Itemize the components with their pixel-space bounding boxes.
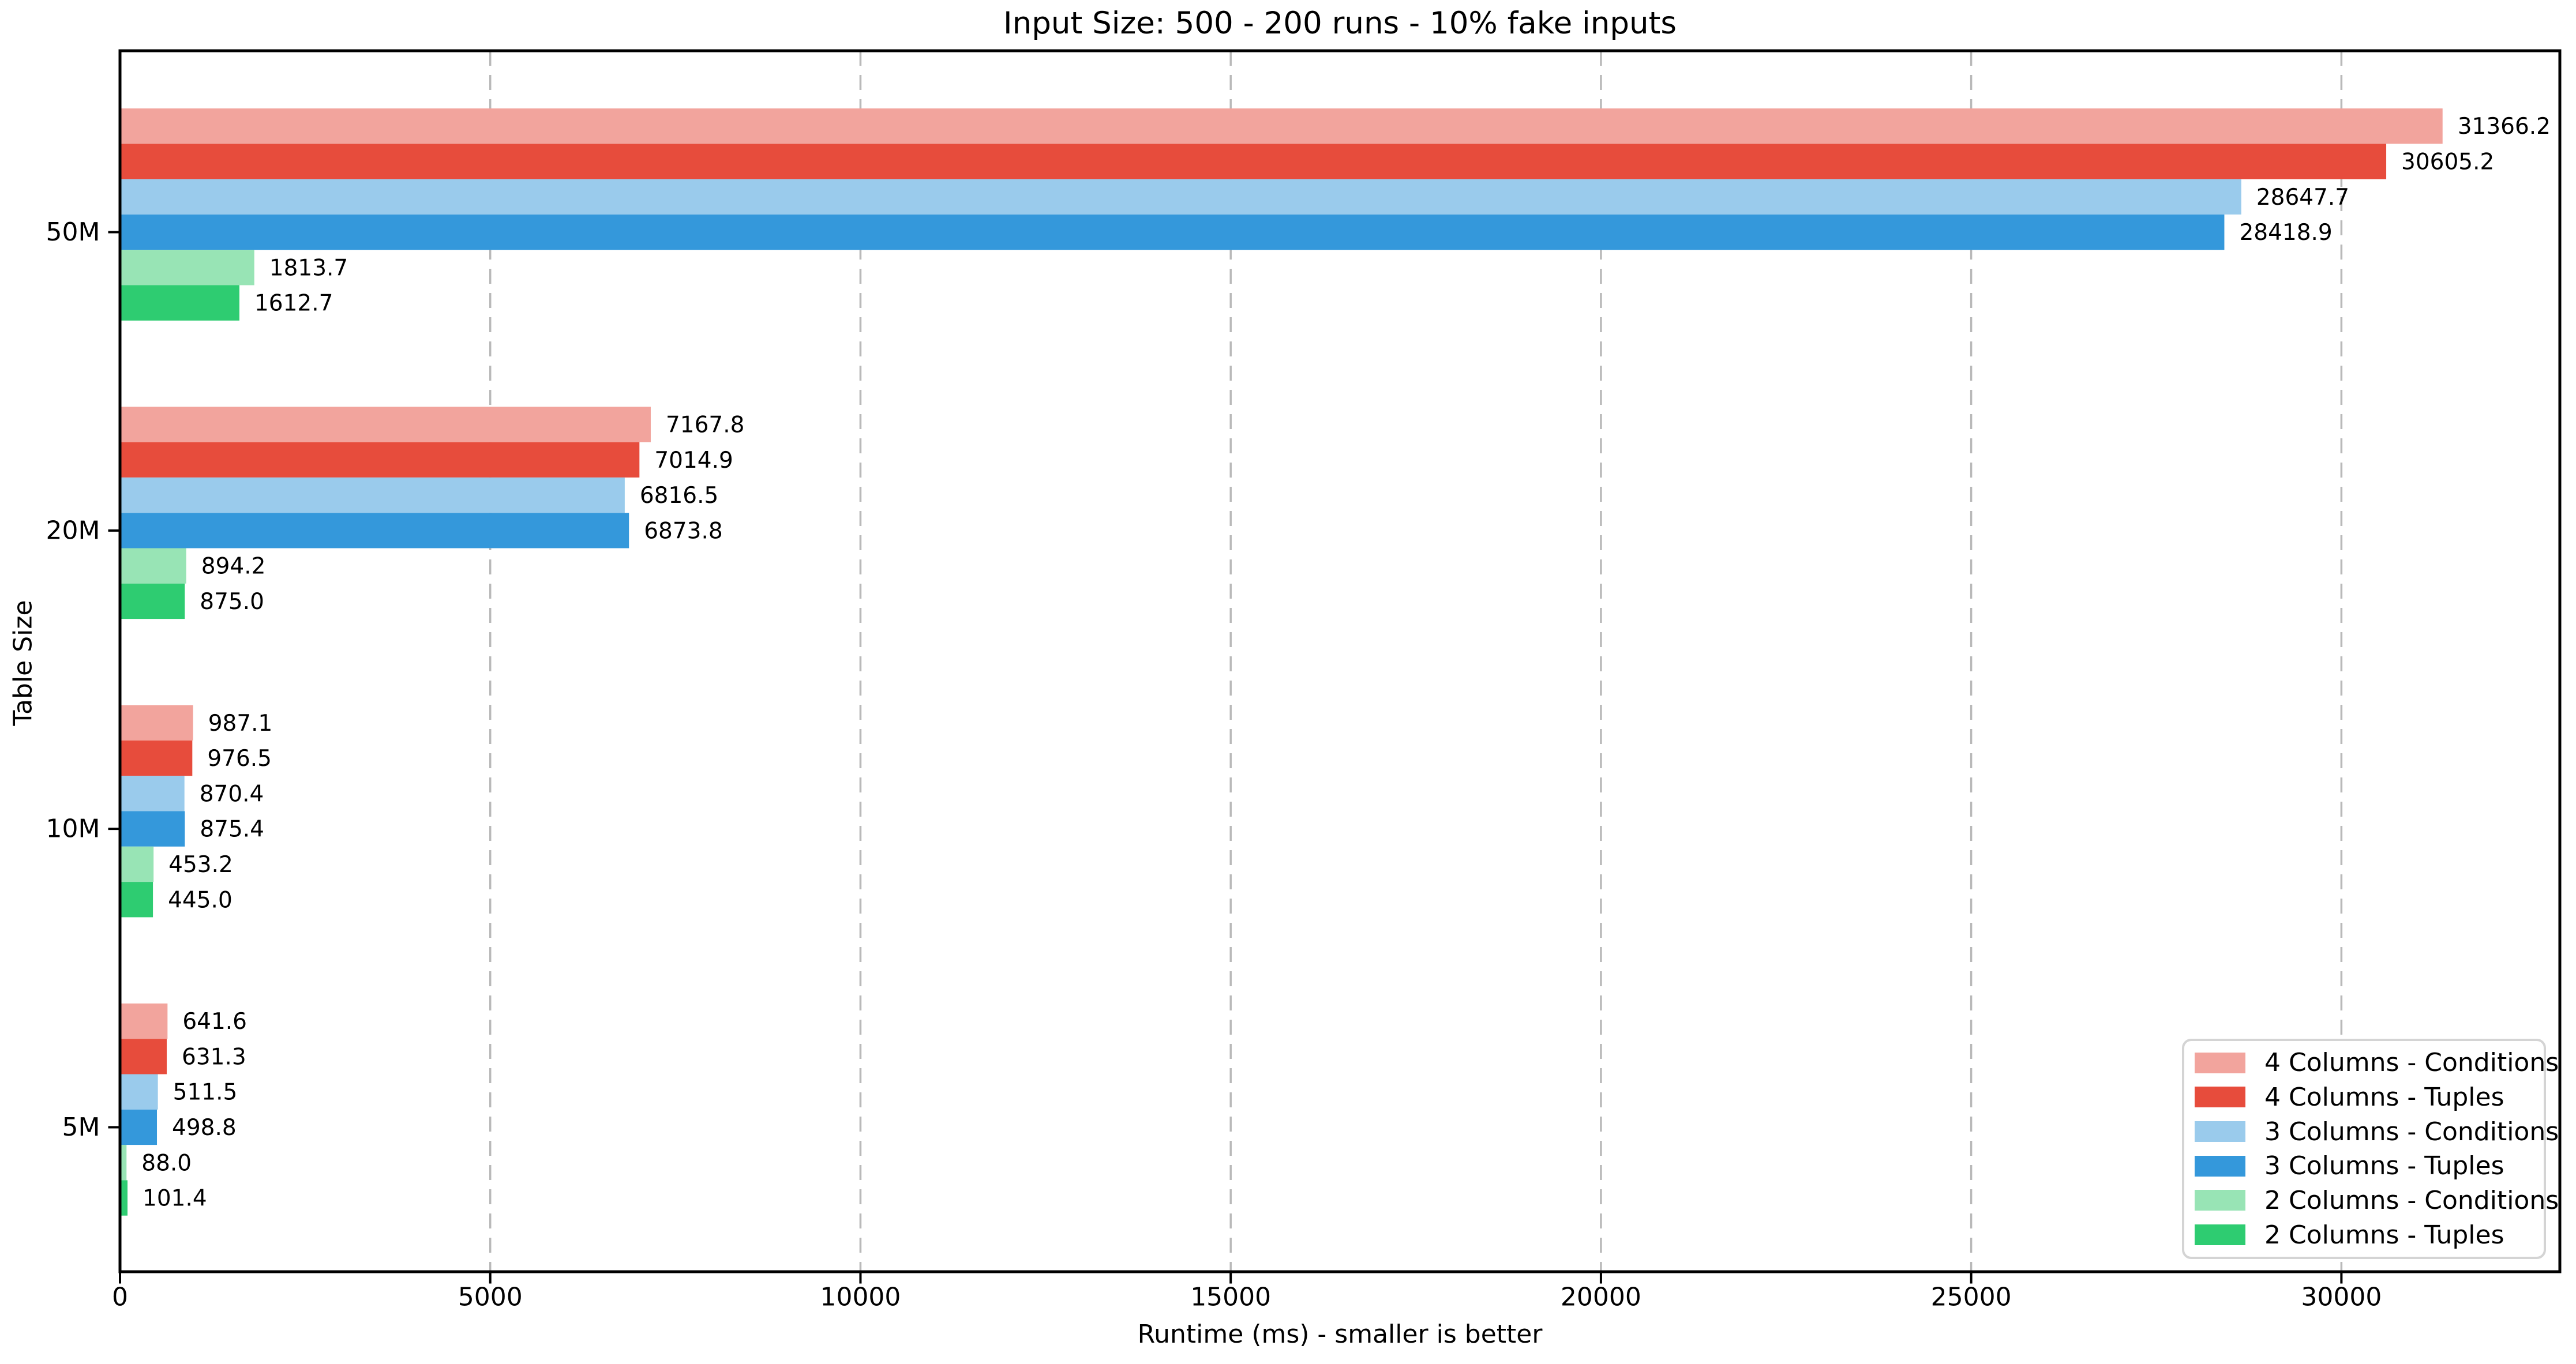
legend-label: 2 Columns - Tuples <box>2264 1220 2504 1250</box>
bar <box>120 846 154 882</box>
bar-value-label: 30605.2 <box>2401 149 2494 175</box>
bar <box>120 548 186 584</box>
bar <box>120 1145 127 1181</box>
bar-value-label: 6873.8 <box>644 518 722 544</box>
legend-swatch <box>2195 1155 2245 1177</box>
bar-value-label: 498.8 <box>172 1115 237 1141</box>
x-tick-label: 25000 <box>1931 1283 2012 1312</box>
x-tick-label: 15000 <box>1190 1283 1271 1312</box>
bar-value-label: 1813.7 <box>269 255 348 281</box>
legend: 4 Columns - Conditions 4 Columns - Tuples… <box>2182 1039 2559 1259</box>
bar-value-label: 88.0 <box>141 1150 192 1176</box>
bar-value-label: 101.4 <box>143 1186 207 1212</box>
legend-item: 3 Columns - Tuples <box>2184 1149 2544 1183</box>
legend-item: 2 Columns - Conditions <box>2184 1183 2559 1217</box>
bar <box>120 583 185 619</box>
bar-value-label: 894.2 <box>201 554 266 580</box>
bar <box>120 1109 158 1145</box>
bar <box>120 776 185 811</box>
bar-value-label: 28647.7 <box>2256 185 2349 211</box>
bar <box>120 705 193 741</box>
bar <box>120 108 2443 144</box>
bar <box>120 285 239 321</box>
bar <box>120 513 629 548</box>
bar <box>120 214 2225 250</box>
bar-value-label: 453.2 <box>168 852 233 878</box>
legend-label: 2 Columns - Conditions <box>2264 1185 2559 1215</box>
x-tick-label: 5000 <box>458 1283 523 1312</box>
bar-value-label: 1612.7 <box>254 291 333 317</box>
x-tick-label: 0 <box>112 1283 128 1312</box>
legend-swatch <box>2195 1052 2245 1073</box>
bar-value-label: 875.0 <box>200 589 264 615</box>
legend-label: 3 Columns - Tuples <box>2264 1151 2504 1181</box>
bar-value-label: 6816.5 <box>640 483 718 509</box>
x-tick-label: 20000 <box>1561 1283 1641 1312</box>
bar-value-label: 987.1 <box>208 711 273 737</box>
bar <box>120 1180 128 1216</box>
legend-swatch <box>2195 1121 2245 1143</box>
bar-value-label: 28418.9 <box>2239 220 2332 246</box>
bar <box>120 250 254 285</box>
x-axis-label: Runtime (ms) - smaller is better <box>1137 1320 1543 1349</box>
bar-value-label: 31366.2 <box>2458 114 2551 140</box>
bar <box>120 179 2241 215</box>
bar-value-label: 7014.9 <box>654 448 733 474</box>
plot-border <box>118 49 2562 1273</box>
bar-value-label: 870.4 <box>200 781 264 807</box>
bar-value-label: 7167.8 <box>666 412 744 438</box>
bar <box>120 407 651 442</box>
bar <box>120 1039 167 1074</box>
bar-value-label: 511.5 <box>173 1080 238 1106</box>
bar <box>120 144 2387 179</box>
legend-item: 3 Columns - Conditions <box>2184 1115 2559 1148</box>
y-tick-label: 10M <box>46 814 100 844</box>
legend-item: 2 Columns - Tuples <box>2184 1218 2544 1252</box>
legend-label: 3 Columns - Conditions <box>2264 1117 2559 1147</box>
legend-swatch <box>2195 1190 2245 1211</box>
bar-value-label: 445.0 <box>168 887 233 913</box>
chart-title: Input Size: 500 - 200 runs - 10% fake in… <box>1003 6 1677 41</box>
bar <box>120 1074 158 1110</box>
legend-swatch <box>2195 1087 2245 1108</box>
bar <box>120 1003 168 1039</box>
y-tick-label: 20M <box>46 516 100 545</box>
x-tick-label: 30000 <box>2301 1283 2382 1312</box>
x-tick-label: 10000 <box>820 1283 901 1312</box>
bar-value-label: 631.3 <box>182 1044 246 1070</box>
bar <box>120 882 153 918</box>
bar-value-label: 875.4 <box>200 817 264 843</box>
legend-label: 4 Columns - Conditions <box>2264 1048 2559 1078</box>
bar <box>120 442 640 478</box>
y-tick-label: 50M <box>46 217 100 247</box>
legend-swatch <box>2195 1224 2245 1246</box>
y-tick-label: 5M <box>62 1113 100 1142</box>
bar <box>120 477 625 513</box>
bar <box>120 811 185 847</box>
legend-label: 4 Columns - Tuples <box>2264 1082 2504 1112</box>
bar-value-label: 641.6 <box>182 1009 247 1035</box>
bar <box>120 740 193 776</box>
legend-item: 4 Columns - Tuples <box>2184 1080 2544 1114</box>
legend-item: 4 Columns - Conditions <box>2184 1046 2559 1080</box>
bar-value-label: 976.5 <box>207 746 272 772</box>
